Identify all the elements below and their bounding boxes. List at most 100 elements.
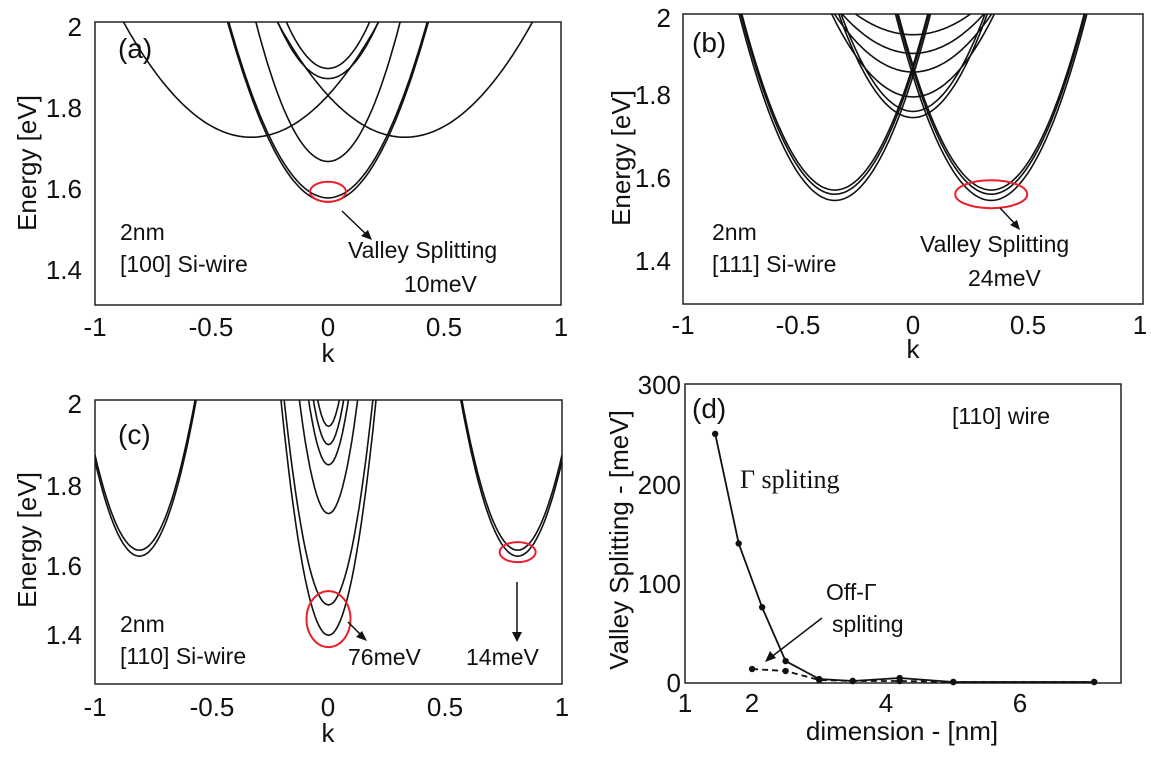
panel-b-band-9 — [833, 14, 993, 73]
panel-b-label: (b) — [692, 27, 726, 58]
panel-b-band-8 — [830, 14, 996, 98]
panel-d: (d) [110] wire Γ spliting Off-Γ spliting… — [604, 370, 1122, 746]
panel-b-band-7 — [840, 14, 986, 113]
panel-d-label: (d) — [692, 393, 726, 424]
panel-b-bands — [738, 14, 1088, 202]
panel-d-off-gamma-pointer — [769, 617, 823, 659]
panel-b-valley-circle — [954, 179, 1029, 210]
panel-b-band-10 — [841, 14, 985, 55]
panel-d-xtick: 6 — [1013, 688, 1027, 718]
panel-d-point — [782, 667, 789, 675]
panel-c-ylabel: Energy [eV] — [12, 472, 42, 608]
panel-c-band-0 — [280, 400, 377, 637]
panel-c-center-splitting: 76meV — [348, 644, 422, 670]
panel-d-point — [815, 676, 823, 684]
panel-d-off-gamma-line1: Off-Γ — [826, 579, 877, 605]
panel-d-point — [758, 604, 766, 611]
panel-d-point — [711, 430, 719, 438]
panel-d-xlabel: dimension - [nm] — [806, 716, 998, 746]
panel-a-splitting-title: Valley Splitting — [348, 237, 497, 263]
panel-c-band-8 — [460, 400, 562, 558]
panel-a-wire-type: [100] Si-wire — [120, 251, 248, 277]
panel-a-xtick: -1 — [83, 312, 106, 342]
panel-a-highlights — [309, 180, 347, 203]
panel-b-xtick: -0.5 — [776, 310, 821, 340]
panel-b-xtick: 0.5 — [1010, 310, 1046, 340]
panel-c-band-6 — [95, 400, 197, 558]
panel-c-ytick: 2 — [68, 389, 82, 419]
panel-d-off-gamma-arrowhead — [765, 651, 776, 662]
panel-c-band-1 — [283, 400, 374, 606]
panel-b: (b) 2nm [111] Si-wire Valley Splitting 2… — [606, 3, 1147, 364]
panel-c-band-3 — [307, 400, 350, 466]
panel-a-splitting-value: 10meV — [404, 271, 478, 297]
panel-b-band-5 — [897, 14, 1086, 191]
panel-c-highlights — [305, 541, 537, 649]
panel-a-xtick: -0.5 — [189, 312, 234, 342]
panel-d-series — [711, 430, 1098, 686]
panel-a-xlabel: k — [322, 338, 336, 368]
panel-d-point — [748, 665, 756, 673]
panel-a-band-1 — [227, 22, 429, 199]
panel-c: (c) 2nm [110] Si-wire 76meV 14meV 1.4 1.… — [12, 389, 569, 748]
panel-c-band-4 — [312, 400, 345, 446]
panel-c-label: (c) — [118, 419, 151, 450]
panel-b-ytick: 1.6 — [635, 163, 671, 193]
panel-a-valley-circle — [309, 180, 347, 203]
panel-c-valley-circle — [305, 590, 352, 649]
panel-c-band-2 — [298, 400, 359, 515]
panel-c-xtick: 0 — [321, 692, 335, 722]
panel-a-ytick: 1.4 — [46, 255, 82, 285]
panel-c-wire-size: 2nm — [120, 611, 165, 637]
panel-c-xtick: -0.5 — [190, 692, 235, 722]
panel-d-xtick: 4 — [879, 688, 893, 718]
panel-d-xtick: 1 — [678, 688, 692, 718]
panel-a-xtick: 0.5 — [426, 312, 462, 342]
panel-b-xlabel: k — [907, 334, 921, 364]
panel-c-center-pointer-arrowhead — [356, 631, 367, 641]
panel-a-xtick: 0 — [321, 312, 335, 342]
panel-a: (a) 2nm [100] Si-wire Valley Splitting 1… — [12, 12, 568, 368]
panel-a-xtick: 1 — [554, 312, 568, 342]
panel-a-label: (a) — [118, 33, 152, 64]
panel-d-point — [735, 540, 742, 547]
panel-d-frame — [684, 383, 1122, 684]
panel-b-band-6 — [837, 14, 989, 119]
panel-a-band-3 — [276, 22, 380, 80]
panel-a-ytick: 1.8 — [46, 93, 82, 123]
panel-b-pointer-arrowhead — [1010, 220, 1020, 230]
panel-c-bands — [95, 400, 562, 637]
panel-b-ytick: 2 — [657, 3, 671, 33]
panel-d-ytick: 300 — [638, 370, 681, 400]
panel-b-ytick: 1.4 — [635, 246, 671, 276]
panel-a-band-6 — [276, 22, 534, 138]
panel-b-ylabel: Energy [eV] — [606, 90, 636, 226]
panel-c-wire-type: [110] Si-wire — [120, 643, 246, 669]
panel-b-ytick: 1.8 — [635, 80, 671, 110]
panel-c-side-pointer-arrowhead — [512, 632, 522, 642]
panel-d-ylabel: Valley Splitting - [meV] — [604, 410, 634, 670]
panel-c-band-5 — [316, 400, 341, 428]
panel-b-wire-type: [111] Si-wire — [712, 251, 836, 277]
panel-d-point — [896, 677, 903, 685]
panel-d-point — [782, 657, 789, 665]
panel-a-ylabel: Energy [eV] — [12, 95, 42, 231]
panel-d-point — [1090, 678, 1098, 686]
panel-d-title: [110] wire — [952, 403, 1050, 429]
panel-b-xtick: 0 — [906, 310, 920, 340]
panel-b-xtick: 1 — [1133, 310, 1147, 340]
panel-c-frame — [94, 399, 563, 685]
panel-a-band-2 — [255, 22, 401, 163]
panel-b-xtick: -1 — [671, 310, 694, 340]
panel-d-ytick: 100 — [638, 569, 681, 599]
panel-c-xlabel: k — [322, 718, 336, 748]
panel-b-frame — [682, 13, 1144, 305]
panel-d-ytick: 200 — [638, 470, 681, 500]
panel-d-point — [849, 677, 856, 685]
panel-a-wire-size: 2nm — [120, 219, 165, 245]
panel-b-band-11 — [854, 14, 972, 36]
panel-c-ytick: 1.8 — [46, 471, 82, 501]
panel-a-band-4 — [285, 22, 371, 70]
panel-b-band-1 — [894, 14, 1088, 202]
